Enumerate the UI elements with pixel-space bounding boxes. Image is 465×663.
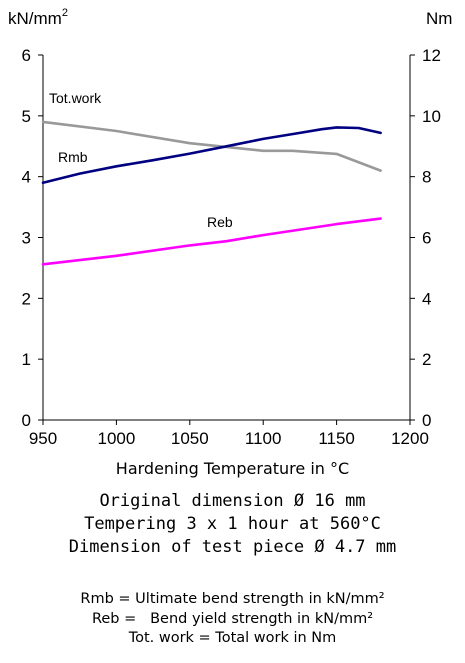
left-tick-label: 5 <box>22 107 31 126</box>
x-axis-label: Hardening Temperature in °C <box>115 459 350 478</box>
right-tick-label: 12 <box>422 46 441 65</box>
legend-line: Rmb = Ultimate bend strength in kN/mm² <box>80 591 385 607</box>
left-tick-label: 3 <box>22 229 31 248</box>
right-tick-label: 10 <box>422 107 441 126</box>
right-tick-label: 6 <box>422 229 431 248</box>
x-tick-label: 950 <box>29 429 57 448</box>
legend-line: Tot. work = Total work in Nm <box>128 630 337 646</box>
x-tick-label: 1050 <box>171 429 209 448</box>
series-line-reb <box>41 217 382 266</box>
info-line: Tempering 3 x 1 hour at 560°C <box>84 514 381 534</box>
series-label-tot-work: Tot.work <box>49 90 102 106</box>
x-tick-label: 1000 <box>97 429 135 448</box>
x-tick-label: 1150 <box>318 429 355 448</box>
left-tick-label: 1 <box>22 350 31 369</box>
series-line-rmb <box>41 126 382 185</box>
x-tick-label: 1100 <box>245 429 282 448</box>
series-label-rmb: Rmb <box>58 149 88 165</box>
info-line: Original dimension Ø 16 mm <box>99 491 366 511</box>
right-axis-unit: Nm <box>426 9 452 28</box>
test-conditions: Original dimension Ø 16 mm Tempering 3 x… <box>0 490 465 559</box>
left-tick-label: 4 <box>22 168 31 187</box>
right-tick-label: 2 <box>422 350 431 369</box>
info-line: Dimension of test piece Ø 4.7 mm <box>68 537 397 557</box>
left-tick-label: 6 <box>22 46 31 65</box>
right-tick-label: 0 <box>422 411 431 430</box>
right-tick-label: 4 <box>422 289 431 308</box>
series-label-reb: Reb <box>207 214 233 230</box>
left-axis-unit: kN/mm2 <box>8 7 68 28</box>
series-line-tot-work <box>41 120 382 172</box>
right-tick-label: 8 <box>422 168 431 187</box>
left-tick-label: 0 <box>22 411 31 430</box>
left-tick-label: 2 <box>22 289 31 308</box>
abbreviation-legend: Rmb = Ultimate bend strength in kN/mm² R… <box>0 590 465 649</box>
legend-line: Reb = Bend yield strength in kN/mm² <box>91 610 374 627</box>
x-tick-label: 1200 <box>391 429 429 448</box>
